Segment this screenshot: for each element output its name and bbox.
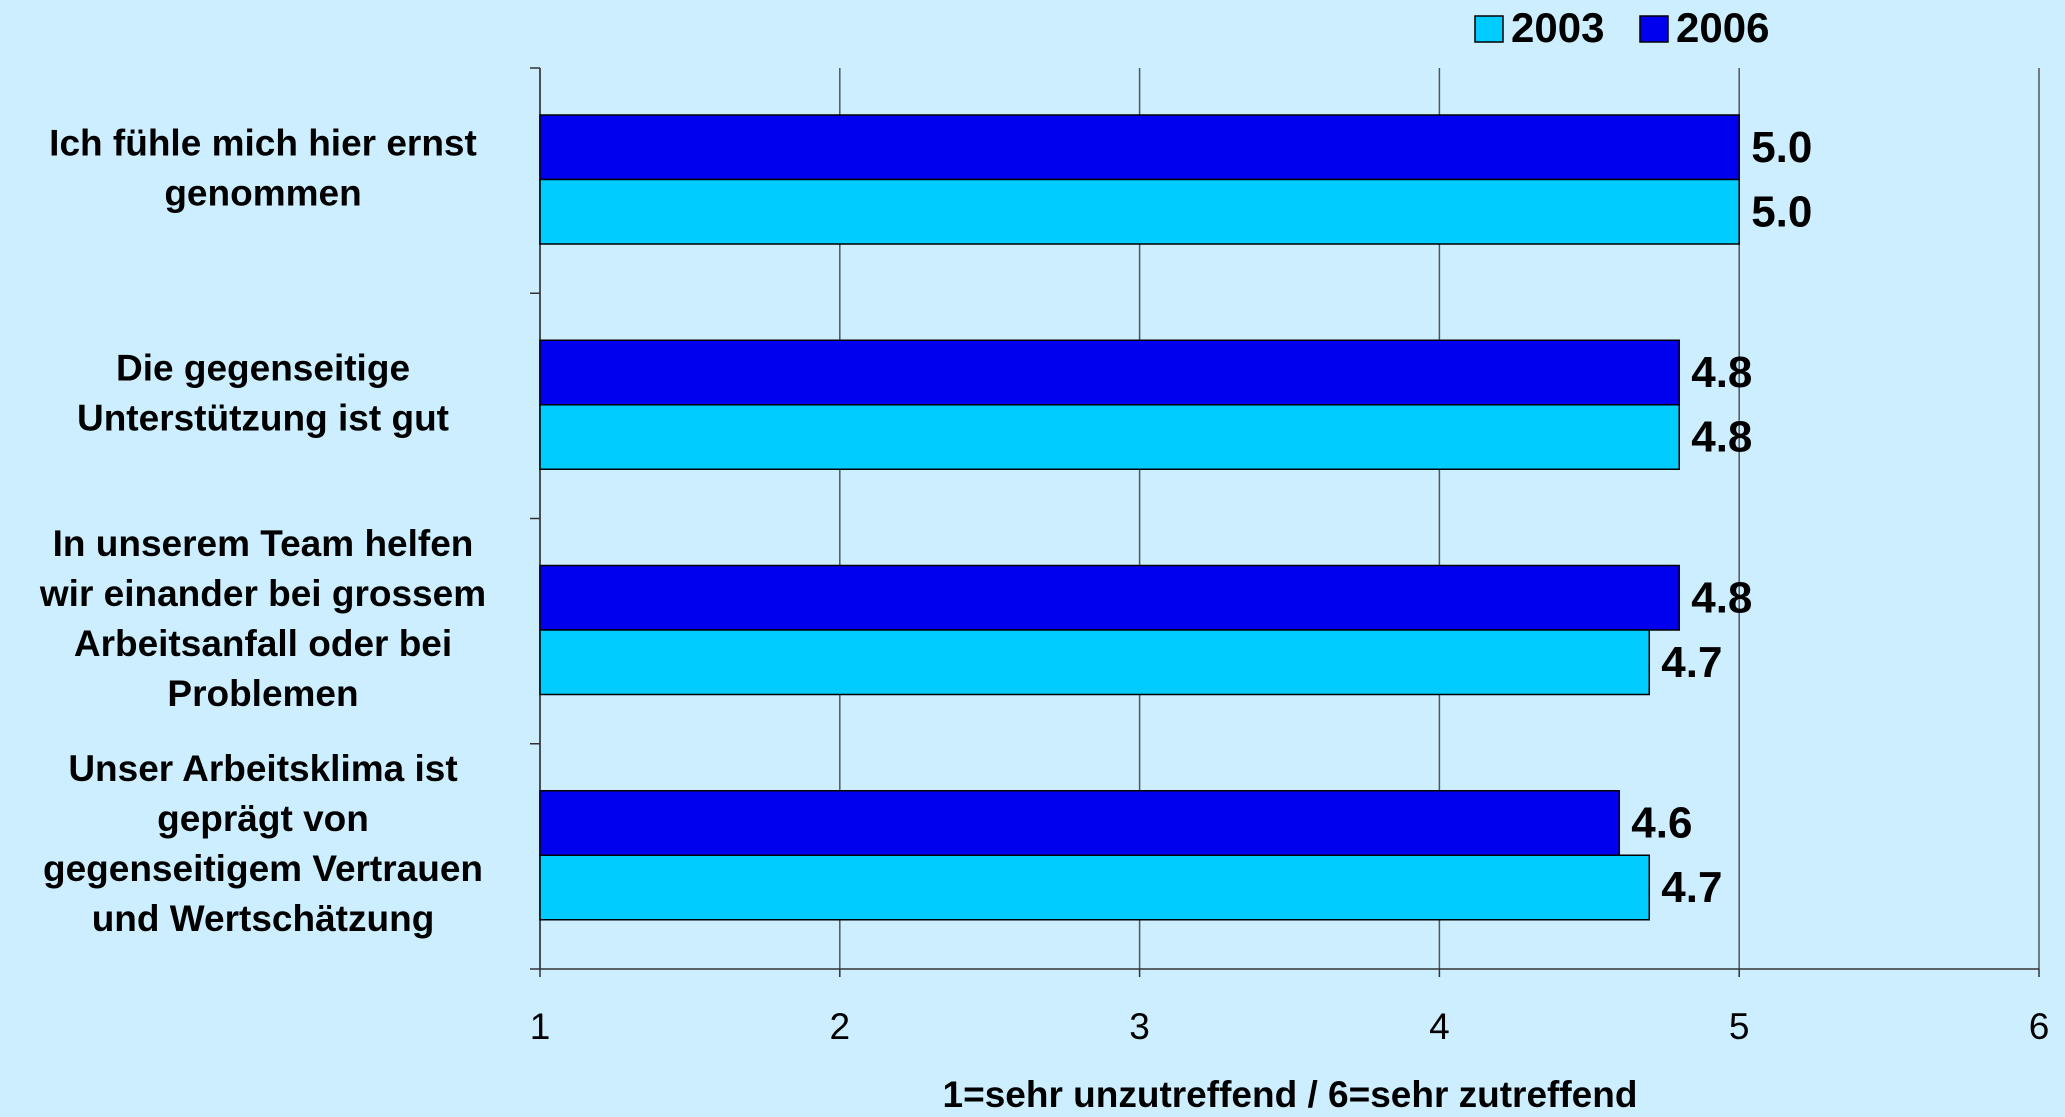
bar [539, 114, 1740, 181]
category-label: Die gegenseitige [116, 348, 410, 389]
legend-label: 2006 [1676, 4, 1769, 51]
category-label: Unser Arbeitsklima ist [68, 748, 457, 789]
legend-swatch [1474, 15, 1504, 43]
bar [539, 790, 1621, 856]
bar [539, 404, 1680, 470]
category-label: Arbeitsanfall oder bei [74, 623, 452, 664]
legend-label: 2003 [1511, 4, 1604, 51]
value-label: 5.0 [1751, 187, 1812, 236]
category-label: genommen [164, 172, 361, 213]
category-label: wir einander bei grossem [39, 573, 486, 614]
x-axis-label: 1=sehr unzutreffend / 6=sehr zutreffend [943, 1074, 1638, 1115]
x-tick-label: 6 [2029, 1006, 2050, 1047]
value-label: 4.6 [1631, 799, 1692, 848]
category-label: geprägt von [157, 798, 369, 839]
category-label: und Wertschätzung [92, 898, 435, 939]
value-label: 4.7 [1661, 638, 1722, 687]
value-label: 5.0 [1751, 123, 1812, 172]
value-label: 4.8 [1691, 573, 1752, 622]
value-label: 4.8 [1691, 413, 1752, 462]
category-label: Unterstützung ist gut [77, 398, 449, 439]
legend-swatch [1639, 15, 1669, 43]
x-tick-label: 4 [1429, 1006, 1450, 1047]
x-tick-label: 2 [830, 1006, 851, 1047]
value-label: 4.7 [1661, 863, 1722, 912]
bar [539, 629, 1651, 696]
x-tick-label: 5 [1729, 1006, 1750, 1047]
x-tick-label: 3 [1129, 1006, 1150, 1047]
x-tick-label: 1 [530, 1006, 551, 1047]
bar [539, 854, 1651, 921]
category-label: gegenseitigem Vertrauen [43, 848, 483, 889]
bar [539, 339, 1680, 406]
bar [539, 178, 1740, 245]
category-label: Ich fühle mich hier ernst [49, 122, 477, 163]
category-label: Problemen [167, 673, 358, 714]
bar [539, 564, 1680, 631]
value-label: 4.8 [1691, 348, 1752, 397]
category-label: In unserem Team helfen [53, 523, 474, 564]
